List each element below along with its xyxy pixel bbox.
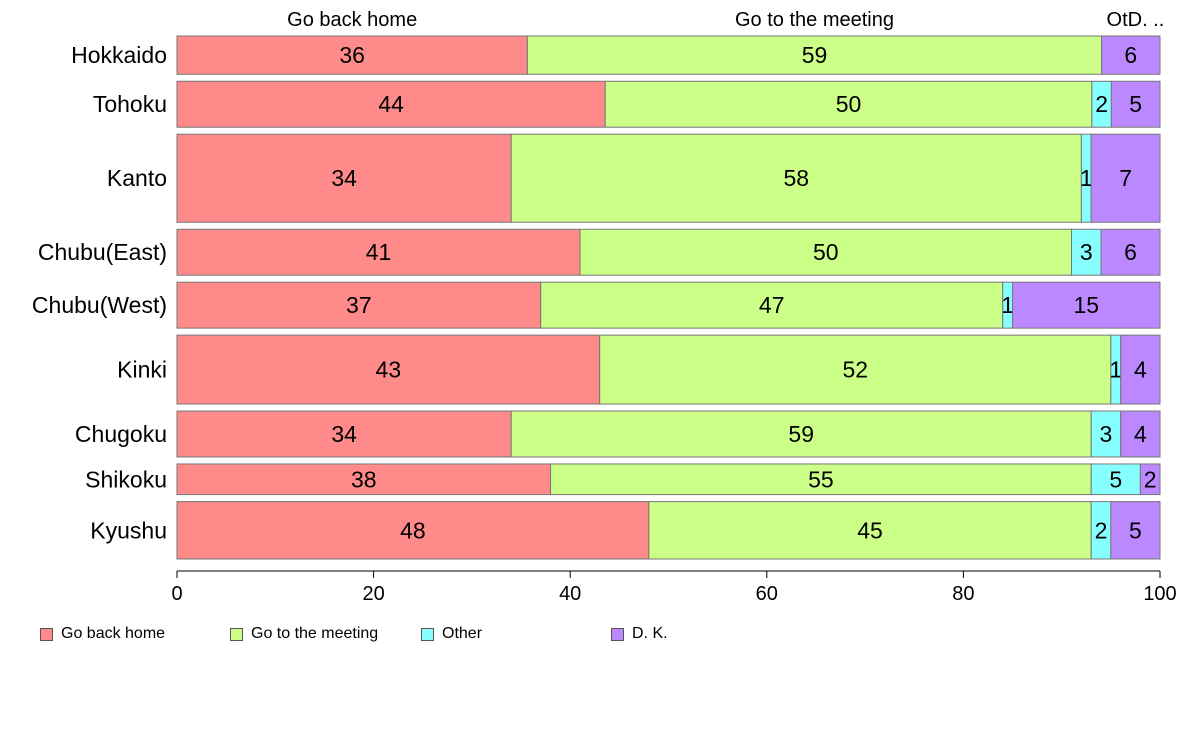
legend: Go back home Go to the meeting Other D. … (0, 624, 1188, 646)
bar-segment (550, 463, 1092, 496)
data-label: 3 (1100, 421, 1113, 447)
bar-segment (176, 228, 581, 276)
data-label: 2 (1095, 91, 1108, 117)
bar-segment (604, 80, 1093, 128)
category-label: Hokkaido (71, 42, 167, 68)
data-label: 1 (1109, 357, 1122, 383)
data-label: 2 (1144, 466, 1157, 492)
category-label: Chugoku (75, 421, 167, 447)
top-label: OtD. .. (1107, 9, 1165, 31)
category-label: Kinki (117, 357, 167, 383)
x-tick-label: 40 (559, 583, 581, 605)
bar-segment (176, 334, 601, 405)
bar-segment (1090, 463, 1141, 496)
data-label: 43 (376, 357, 402, 383)
bar-segment (579, 228, 1073, 276)
bar-segment (176, 35, 528, 75)
bar-segment (526, 35, 1103, 75)
legend-label-go-to-the-meeting: Go to the meeting (251, 625, 379, 642)
data-label: 41 (366, 239, 392, 265)
x-tick-label: 80 (952, 583, 974, 605)
x-tick-label: 60 (756, 583, 778, 605)
bar-segment (648, 501, 1092, 560)
data-label: 5 (1129, 91, 1142, 117)
data-label: 7 (1119, 165, 1132, 191)
legend-label-dk: D. K. (632, 625, 668, 642)
legend-swatch-dk (611, 627, 624, 641)
data-label: 5 (1129, 517, 1142, 543)
data-label: 52 (842, 357, 868, 383)
bar-segment (1139, 463, 1161, 496)
data-label: 59 (802, 42, 828, 68)
x-tick-label: 100 (1143, 583, 1176, 605)
category-label: Kyushu (90, 517, 167, 543)
data-label: 1 (1001, 292, 1014, 318)
category-label: Chubu(East) (38, 239, 167, 265)
bar-segment (1110, 80, 1161, 128)
bar-segment (1101, 35, 1161, 75)
data-label: 4 (1134, 357, 1147, 383)
data-label: 34 (331, 165, 357, 191)
bar-segment (1120, 334, 1161, 405)
data-label: 3 (1080, 239, 1093, 265)
legend-item-go-back-home: Go back home (40, 624, 165, 644)
data-label: 58 (783, 165, 809, 191)
bar-segment (1090, 133, 1161, 223)
bar-segment (1110, 501, 1161, 560)
bar-segment (176, 463, 552, 496)
bar-segment (1012, 281, 1161, 329)
bar-segment (510, 133, 1082, 223)
data-label: 50 (813, 239, 839, 265)
data-label: 48 (400, 517, 426, 543)
data-label: 5 (1109, 466, 1122, 492)
legend-label-go-back-home: Go back home (61, 625, 166, 642)
x-tick-label: 20 (362, 583, 384, 605)
legend-item-dk: D. K. (611, 624, 668, 644)
data-label: 38 (351, 466, 377, 492)
data-label: 50 (836, 91, 862, 117)
category-label: Kanto (107, 165, 167, 191)
bar-segment (1120, 410, 1161, 458)
data-label: 2 (1095, 517, 1108, 543)
data-label: 34 (331, 421, 357, 447)
data-label: 45 (857, 517, 883, 543)
bar-segment (176, 133, 512, 223)
bar-segment (176, 410, 512, 458)
legend-item-go-to-the-meeting: Go to the meeting (230, 624, 378, 644)
data-label: 55 (808, 466, 834, 492)
bar-segment (176, 501, 650, 560)
data-label: 6 (1124, 239, 1137, 265)
data-label: 6 (1124, 42, 1137, 68)
bar-segment (510, 410, 1092, 458)
legend-swatch-other (421, 627, 434, 641)
data-label: 15 (1073, 292, 1099, 318)
legend-swatch-go-to-the-meeting (230, 627, 243, 641)
bar-segment (176, 281, 542, 329)
category-label: Shikoku (85, 466, 167, 492)
data-label: 4 (1134, 421, 1147, 447)
top-label: Go to the meeting (735, 9, 894, 31)
bar-segment (176, 80, 606, 128)
data-label: 59 (788, 421, 814, 447)
legend-item-other: Other (421, 624, 482, 644)
bar-segment (1100, 228, 1161, 276)
data-label: 37 (346, 292, 372, 318)
top-label: Go back home (287, 9, 417, 31)
data-label: 1 (1080, 165, 1093, 191)
data-label: 36 (339, 42, 365, 68)
category-label: Chubu(West) (32, 292, 167, 318)
legend-swatch-go-back-home (40, 627, 53, 641)
category-label: Tohoku (93, 91, 167, 117)
data-label: 47 (759, 292, 785, 318)
data-label: 44 (378, 91, 404, 117)
bar-segment (1071, 228, 1102, 276)
x-tick-label: 0 (171, 583, 182, 605)
legend-label-other: Other (442, 625, 483, 642)
